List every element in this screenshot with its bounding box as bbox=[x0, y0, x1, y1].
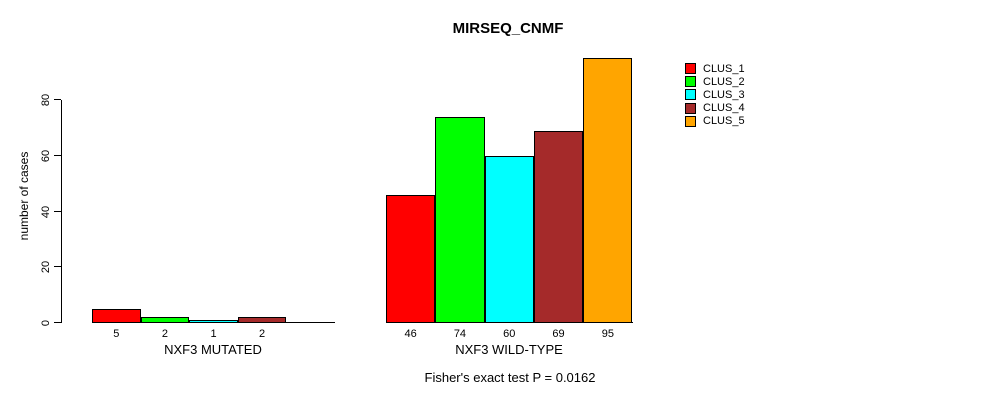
y-tick bbox=[54, 322, 61, 323]
y-axis-title: number of cases bbox=[17, 151, 31, 241]
y-tick bbox=[54, 99, 61, 100]
bar-clus_2-mutated bbox=[140, 317, 190, 323]
y-tick-label: 40 bbox=[40, 205, 52, 218]
y-tick bbox=[54, 266, 61, 268]
legend-item-clus_1: CLUS_1 bbox=[685, 62, 745, 75]
group-label-mutated: NXF3 MUTATED bbox=[164, 342, 262, 357]
legend-swatch-icon bbox=[685, 115, 696, 127]
bar-clus_1-mutated bbox=[92, 309, 141, 323]
bar-clus_4-mutated bbox=[237, 317, 287, 323]
legend-swatch-icon bbox=[685, 76, 696, 88]
legend-swatch-icon bbox=[685, 89, 696, 101]
y-tick-label: 0 bbox=[40, 319, 52, 327]
legend: CLUS_1 CLUS_2 CLUS_3 CLUS_4 CLUS_5 bbox=[685, 62, 745, 128]
bar-value-label: 69 bbox=[552, 328, 565, 340]
legend-label: CLUS_2 bbox=[703, 75, 745, 88]
chart-title: MIRSEQ_CNMF bbox=[452, 20, 564, 37]
legend-swatch-icon bbox=[685, 102, 696, 114]
fisher-test-annotation: Fisher's exact test P = 0.0162 bbox=[424, 370, 596, 385]
legend-label: CLUS_1 bbox=[703, 62, 745, 75]
bar-clus_3-wildtype bbox=[484, 155, 534, 323]
bar-value-label: 74 bbox=[453, 328, 467, 340]
bar-value-label: 60 bbox=[503, 328, 516, 340]
legend-label: CLUS_3 bbox=[703, 88, 745, 101]
bar-value-label: 2 bbox=[259, 328, 266, 340]
y-tick-label: 80 bbox=[40, 93, 52, 107]
bar-value-label: 2 bbox=[161, 328, 168, 340]
y-tick-label: 60 bbox=[40, 149, 52, 162]
bar-value-label: 5 bbox=[113, 328, 120, 340]
bar-clus_1-wildtype bbox=[386, 194, 436, 323]
y-tick bbox=[54, 154, 61, 156]
legend-item-clus_4: CLUS_4 bbox=[685, 102, 745, 115]
y-tick bbox=[54, 210, 61, 212]
legend-label: CLUS_5 bbox=[703, 115, 745, 128]
legend-label: CLUS_4 bbox=[703, 102, 745, 115]
legend-swatch-icon bbox=[685, 63, 696, 75]
y-axis-line bbox=[61, 100, 62, 323]
bar-clus_3-mutated bbox=[189, 320, 238, 323]
bar-value-label: 1 bbox=[210, 328, 217, 340]
y-tick-label: 20 bbox=[40, 261, 52, 274]
legend-item-clus_2: CLUS_2 bbox=[685, 75, 745, 88]
bar-clus_4-wildtype bbox=[533, 130, 584, 323]
bar-value-label: 46 bbox=[404, 328, 417, 340]
legend-item-clus_5: CLUS_5 bbox=[685, 115, 745, 128]
bar-clus_5-wildtype bbox=[583, 58, 633, 323]
legend-item-clus_3: CLUS_3 bbox=[685, 88, 745, 101]
group-label-wildtype: NXF3 WILD-TYPE bbox=[455, 342, 563, 357]
bar-clus_2-wildtype bbox=[435, 116, 485, 323]
bar-value-label: 95 bbox=[601, 328, 614, 340]
